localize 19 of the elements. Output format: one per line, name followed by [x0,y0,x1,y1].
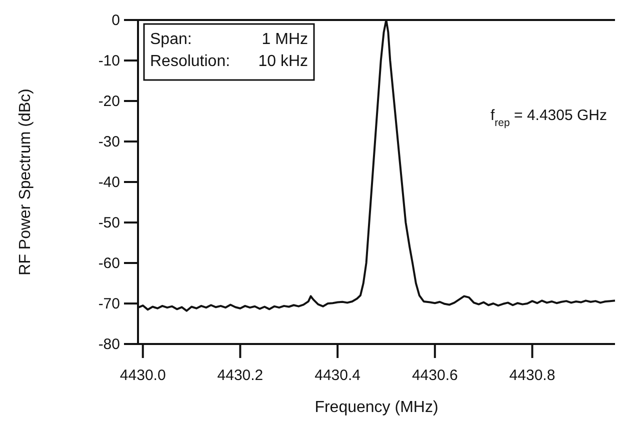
x-tick-label: 4430.0 [120,367,166,384]
text: Span: 1 MHz [150,31,308,48]
text: Resolution: 10 kHz [150,53,308,70]
y-tick-label: -10 [98,52,120,70]
x-axis-title: Frequency (MHz) [314,399,438,416]
y-tick-label: -70 [98,296,120,312]
y-tick-label: 0 [112,12,120,29]
x-tick-label: 4430.2 [217,367,264,384]
y-tick-label: -60 [98,255,120,272]
y-tick-label: -40 [98,174,120,191]
y-tick-label: -30 [98,134,120,150]
y-tick-label: -80 [98,336,120,353]
x-tick-label: 4430.8 [509,367,556,384]
y-tick-label: -20 [98,93,120,110]
y-tick-label: -50 [98,214,120,232]
y-axis-title: RF Power Spectrum (dBc) [17,88,34,276]
annotation: f$_{rep}$ = 4.4305 GHz [490,107,607,129]
x-tick-label: 4430.4 [314,367,361,384]
x-tick-label: 4430.6 [412,367,458,384]
